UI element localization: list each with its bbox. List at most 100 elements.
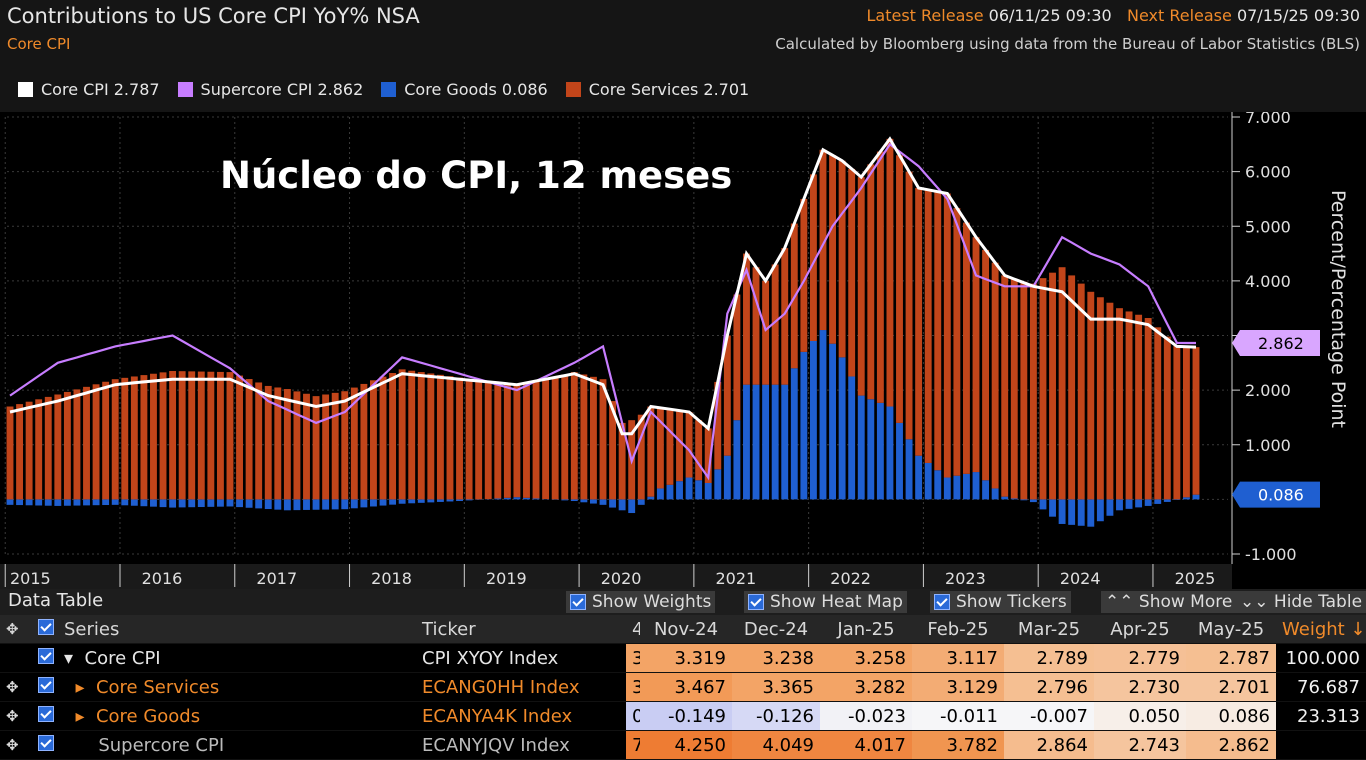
core-goods-bar — [1059, 499, 1066, 524]
month-header[interactable]: Dec-24 — [732, 615, 820, 644]
core-goods-bar — [513, 497, 520, 499]
ticker-cell[interactable]: ECANYJQV Index — [416, 731, 626, 760]
core-services-bar — [246, 379, 253, 499]
month-header[interactable]: May-25 — [1186, 615, 1276, 644]
move-icon[interactable]: ✥ — [0, 702, 32, 731]
table-row-core-cpi[interactable]: ▾ Core CPI CPI XYOY Index 3 3.319 3.238 … — [0, 644, 1366, 673]
core-goods-bar — [236, 499, 243, 507]
core-services-bar — [255, 382, 262, 499]
series-name[interactable]: ▸ Core Services — [58, 673, 416, 702]
ticker-cell[interactable]: ECANYA4K Index — [416, 702, 626, 731]
row-checkbox[interactable] — [32, 673, 58, 702]
core-goods-bar — [437, 499, 444, 502]
expand-arrow-icon[interactable]: ▸ — [75, 706, 84, 727]
series-name[interactable]: Supercore CPI — [58, 731, 416, 760]
core-services-bar — [227, 372, 234, 499]
core-services-bar — [753, 267, 760, 384]
core-services-bar — [580, 374, 587, 499]
legend-label: Supercore CPI 2.862 — [201, 80, 364, 99]
core-goods-bar — [447, 499, 454, 501]
x-tick-label: 2016 — [142, 569, 183, 588]
weight-header[interactable]: Weight ↓ — [1276, 615, 1366, 644]
core-services-bar — [542, 379, 549, 499]
core-services-bar — [695, 420, 702, 480]
series-name[interactable]: ▾ Core CPI — [58, 644, 416, 673]
ticker-cell[interactable]: ECANG0HH Index — [416, 673, 626, 702]
core-goods-bar — [93, 499, 100, 505]
x-tick-label: 2025 — [1175, 569, 1216, 588]
core-goods-bar — [303, 499, 310, 510]
core-goods-bar — [1106, 499, 1113, 515]
core-services-bar — [953, 208, 960, 476]
value-cell: 3.782 — [912, 731, 1004, 760]
move-icon[interactable]: ✥ — [0, 615, 32, 644]
core-goods-bar — [1011, 498, 1018, 499]
ticker-header[interactable]: Ticker — [416, 615, 626, 644]
core-services-bar — [638, 415, 645, 500]
legend-item-core-cpi[interactable]: Core CPI 2.787 — [18, 80, 160, 99]
core-goods-bar — [198, 499, 205, 507]
month-header[interactable]: Jan-25 — [820, 615, 912, 644]
expand-arrow-icon[interactable]: ▸ — [75, 677, 84, 698]
legend-label: Core Services 2.701 — [589, 80, 749, 99]
show-tickers-toggle[interactable]: Show Tickers — [930, 591, 1071, 613]
table-row-core-goods[interactable]: ✥ ▸ Core Goods ECANYA4K Index 0 -0.149 -… — [0, 702, 1366, 731]
hide-table-button[interactable]: ⌄⌄ Hide Table — [1236, 591, 1366, 613]
core-services-bar — [686, 412, 693, 478]
month-header[interactable]: Feb-25 — [912, 615, 1004, 644]
core-goods-bar — [561, 499, 568, 500]
row-checkbox[interactable] — [32, 731, 58, 760]
series-label: Core Services — [96, 677, 219, 698]
value-cell: 3.282 — [820, 673, 912, 702]
core-goods-bar — [150, 499, 157, 506]
core-services-bar — [1106, 303, 1113, 500]
legend-item-supercore-cpi[interactable]: Supercore CPI 2.862 — [178, 80, 364, 99]
core-services-bar — [877, 152, 884, 403]
value-cell: -0.011 — [912, 702, 1004, 731]
core-services-bar — [561, 375, 568, 500]
core-goods-bar — [647, 497, 654, 500]
month-header[interactable]: Mar-25 — [1004, 615, 1094, 644]
table-row-core-services[interactable]: ✥ ▸ Core Services ECANG0HH Index 3 3.467… — [0, 673, 1366, 702]
select-all-checkbox[interactable] — [32, 615, 58, 644]
move-icon[interactable]: ✥ — [0, 673, 32, 702]
show-more-button[interactable]: ⌃⌃ Show More — [1101, 591, 1236, 613]
series-name[interactable]: ▸ Core Goods — [58, 702, 416, 731]
core-goods-bar — [829, 344, 836, 500]
chevron-double-up-icon: ⌃⌃ — [1105, 592, 1134, 612]
row-checkbox[interactable] — [32, 644, 58, 673]
core-services-bar — [160, 372, 167, 499]
value-cell: 3.319 — [640, 644, 732, 673]
core-goods-bar — [896, 423, 903, 499]
core-goods-bar — [1068, 499, 1075, 524]
legend-item-core-goods[interactable]: Core Goods 0.086 — [381, 80, 547, 99]
series-header[interactable]: Series — [58, 615, 416, 644]
show-heat-map-toggle[interactable]: Show Heat Map — [744, 591, 907, 613]
core-goods-bar — [16, 499, 23, 505]
value-cell: 0.050 — [1094, 702, 1186, 731]
core-services-bar — [322, 394, 329, 499]
table-row-supercore-cpi[interactable]: ✥ Supercore CPI ECANYJQV Index 7 4.250 4… — [0, 731, 1366, 760]
core-goods-bar — [571, 499, 578, 501]
core-services-bar — [437, 375, 444, 500]
core-goods-bar — [743, 385, 750, 500]
ticker-cell[interactable]: CPI XYOY Index — [416, 644, 626, 673]
y-axis-label: Percent/Percentage Point — [1327, 190, 1349, 428]
core-services-bar — [963, 223, 970, 474]
month-header[interactable]: Nov-24 — [640, 615, 732, 644]
expand-arrow-icon[interactable]: ▾ — [64, 648, 73, 669]
row-checkbox[interactable] — [32, 702, 58, 731]
cut-column-header: 4 — [626, 615, 640, 644]
chart-subtitle[interactable]: Core CPI — [7, 35, 70, 53]
show-weights-toggle[interactable]: Show Weights — [566, 591, 715, 613]
legend-item-core-services[interactable]: Core Services 2.701 — [566, 80, 749, 99]
core-goods-bar — [667, 485, 674, 500]
x-tick-label: 2020 — [601, 569, 642, 588]
core-services-bar — [1183, 347, 1190, 498]
value-cell: 0.086 — [1186, 702, 1276, 731]
month-header[interactable]: Apr-25 — [1094, 615, 1186, 644]
core-goods-bar — [1116, 499, 1123, 510]
move-icon[interactable]: ✥ — [0, 731, 32, 760]
value-cell: 2.862 — [1186, 731, 1276, 760]
value-cell: 4.017 — [820, 731, 912, 760]
